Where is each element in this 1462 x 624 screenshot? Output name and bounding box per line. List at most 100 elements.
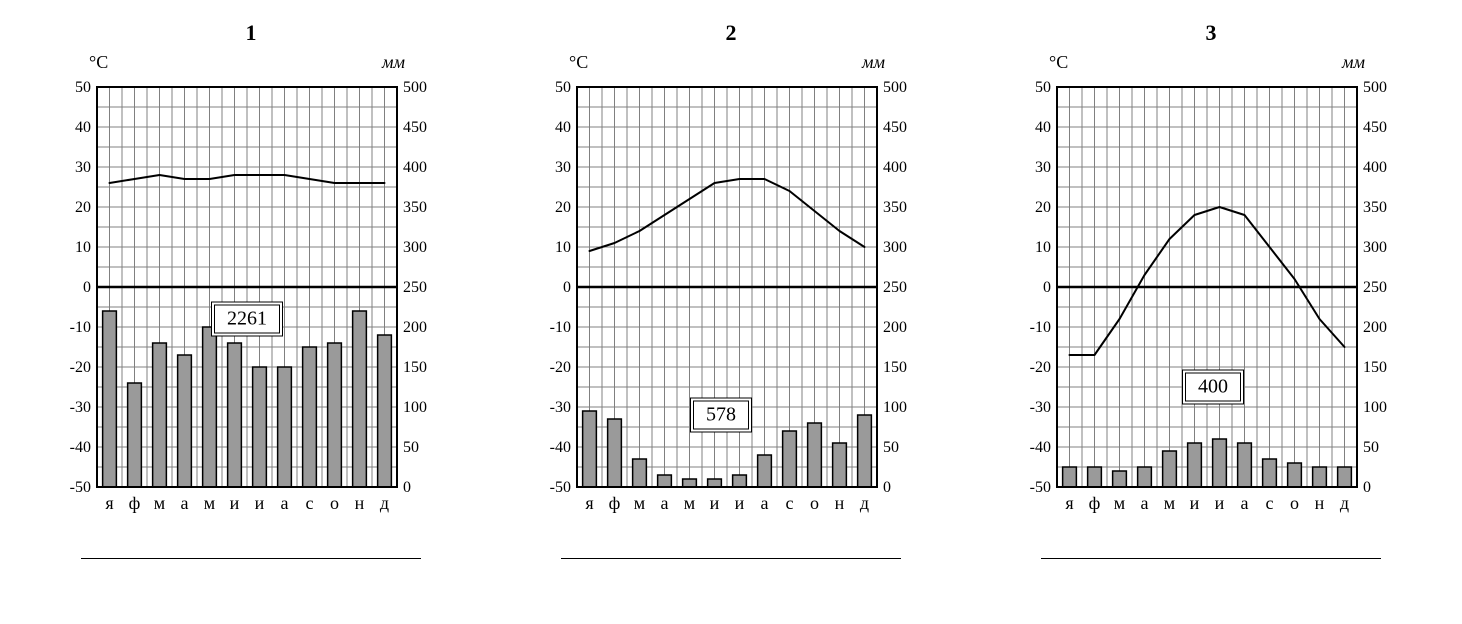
ytick-left: -20	[550, 359, 571, 376]
xtick: и	[255, 493, 265, 513]
answer-blank-line	[561, 557, 901, 559]
precip-bar	[203, 327, 217, 487]
precip-bar	[1188, 443, 1202, 487]
precip-bar	[1063, 467, 1077, 487]
ytick-left: 10	[555, 239, 571, 256]
xtick: о	[330, 493, 339, 513]
xtick: я	[585, 493, 593, 513]
precip-bar	[683, 479, 697, 487]
precip-bar	[178, 355, 192, 487]
xtick: а	[661, 493, 669, 513]
precip-bar	[103, 311, 117, 487]
ytick-left: -40	[70, 439, 91, 456]
xtick: н	[1315, 493, 1325, 513]
climate-panel-1: 1°Cмм-50-40-30-20-1001020304050050100150…	[51, 20, 451, 559]
panel-title: 3	[1206, 20, 1217, 46]
xtick: м	[684, 493, 695, 513]
axis-unit-labels: °Cмм	[1011, 52, 1411, 73]
ytick-left: -20	[1030, 359, 1051, 376]
xtick: н	[355, 493, 365, 513]
ytick-left: -10	[70, 319, 91, 336]
precip-bar	[1338, 467, 1352, 487]
ytick-left: 20	[555, 199, 571, 216]
precip-bar	[1313, 467, 1327, 487]
chart-wrap: -50-40-30-20-100102030405005010015020025…	[51, 75, 451, 517]
precip-bar	[833, 443, 847, 487]
ytick-right: 350	[403, 199, 427, 216]
xtick: д	[1340, 493, 1349, 513]
precip-bar	[708, 479, 722, 487]
ytick-left: 50	[75, 79, 91, 96]
ytick-right: 0	[1363, 479, 1371, 496]
ytick-right: 250	[883, 279, 907, 296]
precip-bar	[1263, 459, 1277, 487]
precip-bar	[153, 343, 167, 487]
xtick: и	[710, 493, 720, 513]
axis-unit-labels: °Cмм	[531, 52, 931, 73]
precip-bar	[858, 415, 872, 487]
chart-wrap: -50-40-30-20-100102030405005010015020025…	[1011, 75, 1411, 517]
precip-bar	[808, 423, 822, 487]
xtick: и	[1215, 493, 1225, 513]
precip-bar	[128, 383, 142, 487]
ytick-left: 0	[1043, 279, 1051, 296]
climate-chart-svg: -50-40-30-20-100102030405005010015020025…	[1011, 75, 1411, 517]
ytick-right: 450	[403, 119, 427, 136]
ytick-right: 450	[1363, 119, 1387, 136]
xtick: с	[1266, 493, 1274, 513]
total-precip-box: 400	[1182, 370, 1244, 405]
right-axis-unit: мм	[382, 52, 405, 73]
ytick-right: 300	[403, 239, 427, 256]
total-precip-box: 578	[690, 398, 752, 433]
climate-panel-3: 3°Cмм-50-40-30-20-1001020304050050100150…	[1011, 20, 1411, 559]
precip-bar	[583, 411, 597, 487]
ytick-left: -50	[1030, 479, 1051, 496]
panel-title: 2	[726, 20, 737, 46]
ytick-right: 250	[403, 279, 427, 296]
ytick-left: 30	[1035, 159, 1051, 176]
precip-bar	[228, 343, 242, 487]
ytick-left: 10	[75, 239, 91, 256]
xtick: о	[810, 493, 819, 513]
xtick: м	[1164, 493, 1175, 513]
ytick-left: 30	[555, 159, 571, 176]
xtick: с	[306, 493, 314, 513]
xtick: а	[761, 493, 769, 513]
answer-blank-line	[81, 557, 421, 559]
right-axis-unit: мм	[862, 52, 885, 73]
precip-bar	[278, 367, 292, 487]
ytick-left: 50	[555, 79, 571, 96]
precip-bar	[1113, 471, 1127, 487]
xtick: д	[380, 493, 389, 513]
xtick: м	[204, 493, 215, 513]
answer-blank-line	[1041, 557, 1381, 559]
ytick-right: 150	[403, 359, 427, 376]
ytick-right: 50	[403, 439, 419, 456]
xtick: а	[1241, 493, 1249, 513]
precip-bar	[758, 455, 772, 487]
ytick-right: 450	[883, 119, 907, 136]
left-axis-unit: °C	[89, 52, 108, 73]
ytick-right: 250	[1363, 279, 1387, 296]
ytick-right: 400	[1363, 159, 1387, 176]
precip-bar	[353, 311, 367, 487]
ytick-left: -20	[70, 359, 91, 376]
left-axis-unit: °C	[1049, 52, 1068, 73]
ytick-right: 500	[883, 79, 907, 96]
xtick: я	[1065, 493, 1073, 513]
ytick-right: 200	[1363, 319, 1387, 336]
ytick-left: 30	[75, 159, 91, 176]
ytick-left: 0	[83, 279, 91, 296]
xtick: д	[860, 493, 869, 513]
ytick-right: 150	[1363, 359, 1387, 376]
ytick-right: 300	[1363, 239, 1387, 256]
ytick-left: 40	[75, 119, 91, 136]
ytick-left: -10	[550, 319, 571, 336]
precip-bar	[633, 459, 647, 487]
xtick: ф	[129, 493, 141, 513]
ytick-right: 400	[883, 159, 907, 176]
ytick-right: 500	[1363, 79, 1387, 96]
ytick-right: 150	[883, 359, 907, 376]
xtick: н	[835, 493, 845, 513]
ytick-right: 350	[883, 199, 907, 216]
